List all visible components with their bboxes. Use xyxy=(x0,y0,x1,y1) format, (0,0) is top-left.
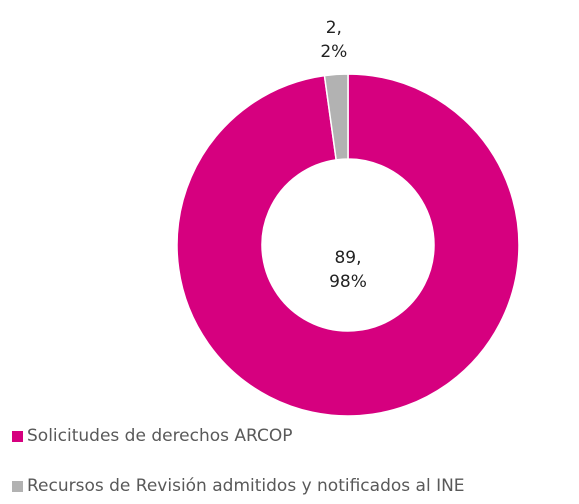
legend-item: Recursos de Revisión admitidos y notific… xyxy=(12,476,465,496)
legend-swatch xyxy=(12,480,23,492)
donut-slice xyxy=(176,73,520,417)
legend-label: Solicitudes de derechos ARCOP xyxy=(27,426,293,446)
legend-swatch xyxy=(12,430,23,442)
chart xyxy=(176,73,520,417)
legend-item: Solicitudes de derechos ARCOP xyxy=(12,426,293,446)
legend-label: Recursos de Revisión admitidos y notific… xyxy=(27,476,465,496)
data-label: 89, 98% xyxy=(329,248,367,292)
donut-slice xyxy=(323,73,349,161)
data-label: 2, 2% xyxy=(320,18,348,63)
